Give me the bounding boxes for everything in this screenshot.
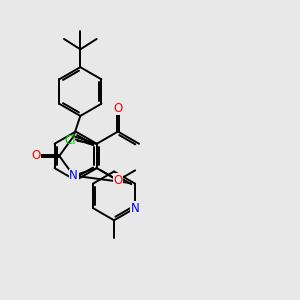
Text: O: O [32, 149, 41, 162]
Text: O: O [113, 102, 122, 115]
Text: O: O [113, 174, 122, 187]
Text: N: N [69, 169, 78, 182]
Text: Cl: Cl [64, 134, 76, 147]
Text: N: N [131, 202, 140, 214]
